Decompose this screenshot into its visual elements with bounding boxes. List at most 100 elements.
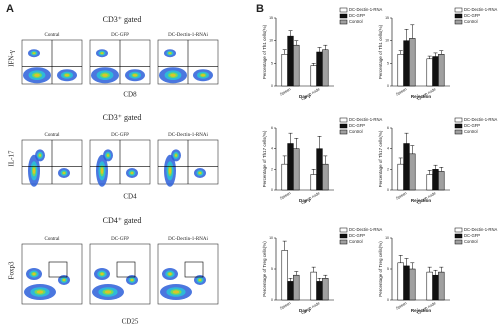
legend-swatch <box>339 129 348 135</box>
plot-title: Contral <box>45 33 61 38</box>
bar <box>293 44 300 87</box>
legend-label: Control <box>349 239 363 244</box>
error-bar <box>323 155 328 165</box>
error-bar <box>294 138 299 149</box>
y-tick-label: 4 <box>271 147 273 151</box>
density <box>102 73 108 77</box>
legend-label: DC-GFP <box>464 123 480 128</box>
y-tick-label: 2 <box>271 167 273 171</box>
bar <box>316 51 323 87</box>
error-bar <box>433 164 438 170</box>
y-tick-label: 10 <box>269 39 273 43</box>
legend-label: DC-GFP <box>464 233 480 238</box>
bar <box>281 250 288 301</box>
x-tick-label: Spleen <box>395 87 407 96</box>
y-tick-label: 10 <box>385 39 389 43</box>
error-bar <box>410 24 415 39</box>
bar <box>432 274 439 301</box>
density <box>34 73 40 77</box>
y-label: Percentage of Treg cells(%) <box>378 241 383 297</box>
legend-swatch <box>339 13 348 19</box>
error-bar <box>410 262 415 269</box>
legend-label: DC-GFP <box>349 123 365 128</box>
bar <box>438 54 445 87</box>
y-tick-label: 5 <box>387 61 389 65</box>
bar <box>409 153 416 191</box>
bar <box>287 143 294 191</box>
bar <box>310 174 317 191</box>
bar <box>293 148 300 191</box>
error-bar <box>410 145 415 154</box>
error-bar <box>439 167 444 172</box>
bar <box>426 174 433 191</box>
x-label: Day 7 <box>299 308 312 313</box>
density <box>168 52 172 54</box>
gate-box <box>48 261 68 278</box>
error-bar <box>404 132 409 144</box>
legend-swatch <box>454 19 463 25</box>
gate-label: CD3⁺ gated <box>103 15 142 24</box>
error-bar <box>282 49 287 55</box>
bar <box>438 171 445 191</box>
error-bar <box>439 266 444 273</box>
y-marker: IL-17 <box>8 150 16 166</box>
y-tick-label: 5 <box>387 267 389 271</box>
error-bar <box>427 266 432 273</box>
x-label: Rejection <box>411 308 432 313</box>
y-marker: Foxp3 <box>8 261 16 279</box>
y-tick-label: 6 <box>271 126 273 130</box>
error-bar <box>398 50 403 55</box>
bar <box>397 262 404 301</box>
bar <box>281 163 288 191</box>
density <box>130 172 134 174</box>
y-tick-label: 0 <box>387 84 389 88</box>
y-tick-label: 0 <box>271 298 273 302</box>
x-label: Day 7 <box>299 94 312 99</box>
legend-label: Control <box>464 239 478 244</box>
legend-swatch <box>454 117 463 123</box>
bar <box>322 163 329 191</box>
legend-label: DC-Dectin-1-RNA <box>464 117 497 122</box>
legend-swatch <box>339 233 348 239</box>
legend-label: DC-GFP <box>349 13 365 18</box>
error-bar <box>323 274 328 279</box>
legend-label: Control <box>349 129 363 134</box>
error-bar <box>282 155 287 165</box>
plot-title: DC-GFP <box>111 33 129 38</box>
x-label: Rejection <box>411 198 432 203</box>
plot-title: DC-Dectin-1-RNAi <box>168 237 208 242</box>
error-bar <box>282 240 287 251</box>
error-bar <box>433 52 438 57</box>
bar <box>397 54 404 87</box>
y-tick-label: 15 <box>385 16 389 20</box>
density <box>100 272 104 276</box>
panel-label: A <box>6 3 14 15</box>
bar <box>310 271 317 301</box>
density <box>130 279 134 281</box>
density <box>32 167 36 174</box>
error-bar <box>439 50 444 55</box>
y-tick-label: 10 <box>269 236 273 240</box>
error-bar <box>294 40 299 46</box>
y-label: Percentage of Th17 cells(%) <box>378 130 383 187</box>
x-tick-label: Spleen <box>395 191 407 200</box>
bar <box>397 163 404 191</box>
bar <box>426 271 433 301</box>
density <box>32 52 36 54</box>
plot-title: DC-Dectin-1-RNAi <box>168 33 208 38</box>
error-bar <box>404 29 409 41</box>
x-tick-label: Spleen <box>279 87 291 96</box>
density <box>175 154 177 157</box>
legend-label: DC-GFP <box>464 13 480 18</box>
legend-label: DC-Dectin-1-RNA <box>349 7 382 12</box>
bar <box>432 56 439 87</box>
error-bar <box>317 278 322 282</box>
legend-swatch <box>454 7 463 13</box>
error-bar <box>427 55 432 59</box>
legend-label: DC-Dectin-1-RNA <box>349 117 382 122</box>
bar <box>403 265 410 301</box>
bar <box>403 143 410 191</box>
error-bar <box>323 44 328 50</box>
legend-swatch <box>454 123 463 129</box>
